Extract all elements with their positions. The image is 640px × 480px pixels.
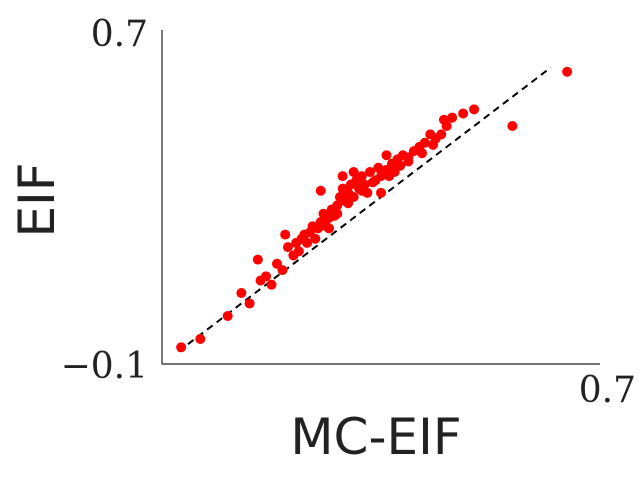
data-point [562, 66, 573, 77]
data-point [381, 150, 392, 161]
reference-line [177, 66, 552, 353]
data-point [356, 185, 367, 196]
data-point [252, 254, 263, 265]
data-point [348, 166, 359, 177]
data-points [176, 66, 573, 353]
data-point [337, 171, 348, 182]
x-axis-title: MC-EIF [290, 408, 461, 466]
data-point [236, 288, 247, 299]
data-point [395, 160, 406, 171]
data-point [293, 246, 304, 257]
data-point [244, 298, 255, 309]
data-point [376, 187, 386, 198]
data-point [332, 200, 343, 211]
data-point [428, 139, 439, 150]
data-point [302, 237, 313, 248]
data-point [195, 333, 206, 344]
y-axis-title: EIF [8, 162, 66, 237]
data-point [277, 265, 288, 276]
data-point [367, 177, 378, 188]
data-point [282, 242, 293, 253]
y-tick-label: −0.1 [61, 346, 148, 387]
data-point [384, 171, 395, 182]
data-point [332, 208, 343, 219]
data-point [343, 198, 354, 209]
data-point [323, 223, 334, 234]
data-point [458, 108, 469, 119]
data-point [356, 171, 367, 182]
y-tick-label: 0.7 [91, 14, 148, 55]
data-point [365, 166, 376, 177]
data-point [507, 121, 518, 132]
data-point [280, 229, 291, 240]
data-point [447, 112, 458, 123]
data-point [419, 137, 430, 148]
data-point [310, 233, 321, 244]
data-point [436, 129, 447, 140]
data-point [469, 104, 480, 115]
data-point [315, 185, 326, 196]
data-point [403, 152, 414, 163]
data-point [261, 271, 272, 282]
data-point [417, 148, 428, 159]
x-tick-label: 0.7 [579, 370, 636, 411]
data-point [373, 162, 384, 173]
data-point [266, 279, 277, 290]
data-point [176, 342, 187, 353]
data-point [222, 310, 233, 321]
data-point [438, 114, 449, 125]
